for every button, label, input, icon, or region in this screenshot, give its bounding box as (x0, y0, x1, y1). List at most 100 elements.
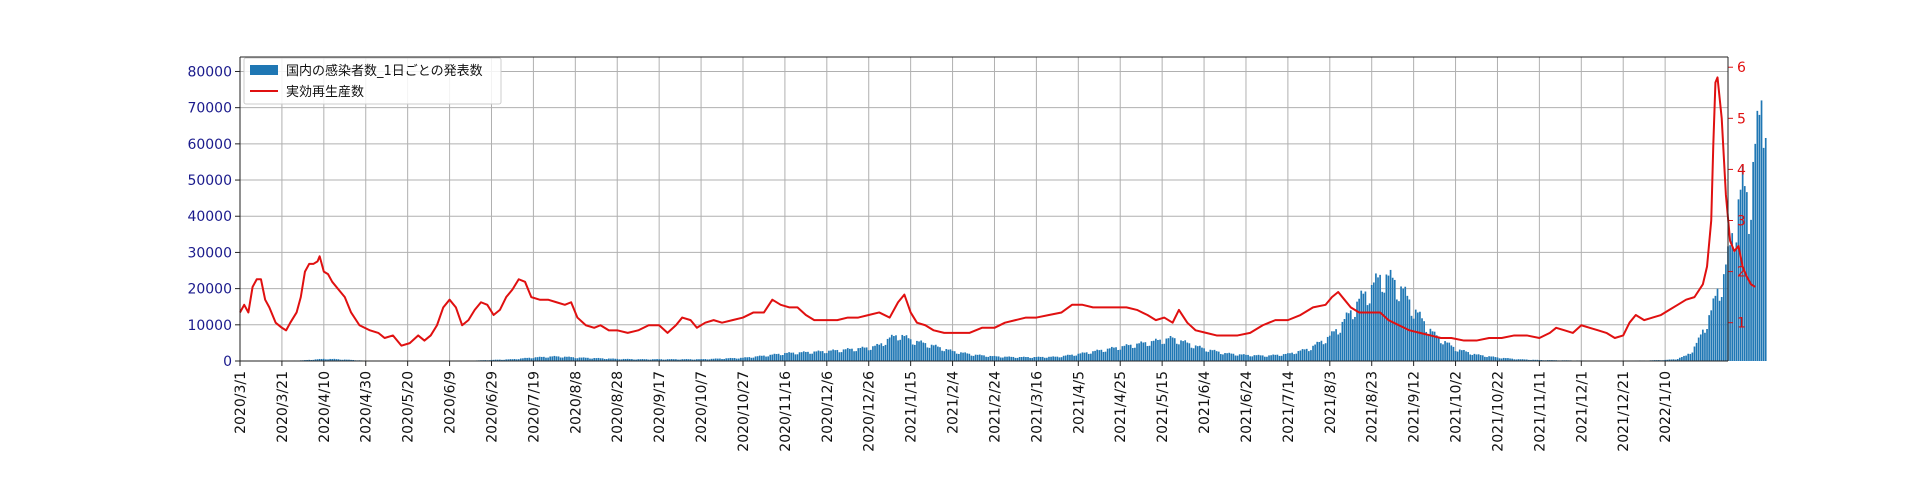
bar (920, 340, 922, 361)
bar (813, 351, 816, 361)
legend-box (243, 57, 502, 105)
bar (880, 343, 883, 361)
bar (1475, 354, 1478, 361)
bar (999, 357, 1002, 361)
bar (1467, 352, 1469, 361)
bar (985, 356, 987, 361)
bar (725, 358, 728, 361)
bar (1234, 355, 1237, 361)
bar (821, 351, 824, 361)
bar (1689, 353, 1692, 361)
bar (1025, 357, 1027, 361)
bar (1352, 319, 1354, 361)
bar (1429, 328, 1432, 361)
bar (955, 353, 958, 361)
bar (1442, 344, 1444, 361)
bar (1458, 349, 1461, 361)
bar (1245, 354, 1247, 361)
bar (685, 359, 688, 361)
y-left-tick-label: 70000 (187, 101, 232, 117)
bar (1402, 288, 1404, 361)
x-tick-label: 2020/8/8 (568, 371, 584, 434)
bar (1387, 275, 1390, 361)
bar (603, 358, 606, 361)
bar (660, 359, 663, 361)
bar (1119, 349, 1122, 361)
bar (857, 348, 860, 361)
bar (1356, 301, 1358, 361)
bar (1494, 357, 1497, 361)
bar (758, 355, 761, 361)
bar (930, 344, 933, 361)
bar (746, 357, 749, 361)
bar (1236, 355, 1239, 361)
bar (727, 358, 730, 361)
bar (1739, 189, 1742, 361)
bar (781, 354, 784, 361)
bar (1349, 310, 1352, 361)
bar (828, 350, 830, 361)
bar (825, 353, 828, 361)
y-left-tick-label: 20000 (187, 282, 232, 298)
bar (1517, 359, 1520, 361)
y-left-tick-label: 60000 (187, 137, 232, 153)
bar (882, 346, 885, 361)
x-tick-label: 2021/8/3 (1323, 371, 1339, 434)
bar (1670, 359, 1673, 361)
bar (1460, 350, 1463, 361)
bar (1735, 242, 1738, 361)
bar (333, 358, 336, 361)
bar (1488, 356, 1490, 361)
x-tick-label: 2021/4/25 (1113, 371, 1129, 443)
bar (666, 359, 669, 361)
bar (641, 359, 644, 361)
bar (928, 347, 931, 361)
bar (1416, 312, 1419, 361)
bar (637, 359, 640, 361)
bar (626, 358, 629, 361)
bar (763, 355, 765, 361)
bar (719, 358, 721, 361)
bar (559, 357, 562, 361)
bar (1664, 359, 1666, 361)
bar (513, 359, 516, 361)
bar (1748, 233, 1750, 361)
bar (1431, 331, 1434, 361)
bar (1211, 350, 1214, 361)
bar (987, 356, 990, 361)
bar (1511, 358, 1513, 361)
bar (530, 358, 533, 361)
bar (773, 353, 776, 361)
bar (656, 359, 658, 361)
bar (593, 358, 596, 361)
bar (1716, 288, 1719, 361)
bar (974, 354, 977, 361)
bar (1092, 351, 1094, 361)
bar (819, 351, 822, 361)
bar (528, 357, 531, 361)
bar (1704, 332, 1706, 361)
bar (807, 351, 809, 361)
x-tick-label: 2021/6/4 (1197, 371, 1213, 434)
bar (610, 358, 612, 361)
bar (1247, 354, 1249, 361)
rt-line (239, 76, 1756, 347)
bar (1509, 358, 1511, 361)
bar (572, 357, 575, 361)
bar (515, 359, 518, 361)
bar (976, 354, 979, 361)
bar (890, 334, 893, 361)
bar (1492, 356, 1495, 361)
bar (1433, 331, 1436, 361)
bar (1111, 346, 1113, 361)
axes: 0 10000 20000 30000 40000 50000 60000 70000 8000… (187, 56, 1746, 452)
bar (1272, 354, 1275, 361)
bar (1180, 340, 1182, 361)
bar (1528, 359, 1530, 361)
bar (618, 359, 621, 361)
bar (830, 350, 832, 361)
bar (1266, 356, 1268, 361)
bar (1117, 349, 1119, 361)
bar (1712, 298, 1715, 361)
bar (1507, 358, 1509, 361)
